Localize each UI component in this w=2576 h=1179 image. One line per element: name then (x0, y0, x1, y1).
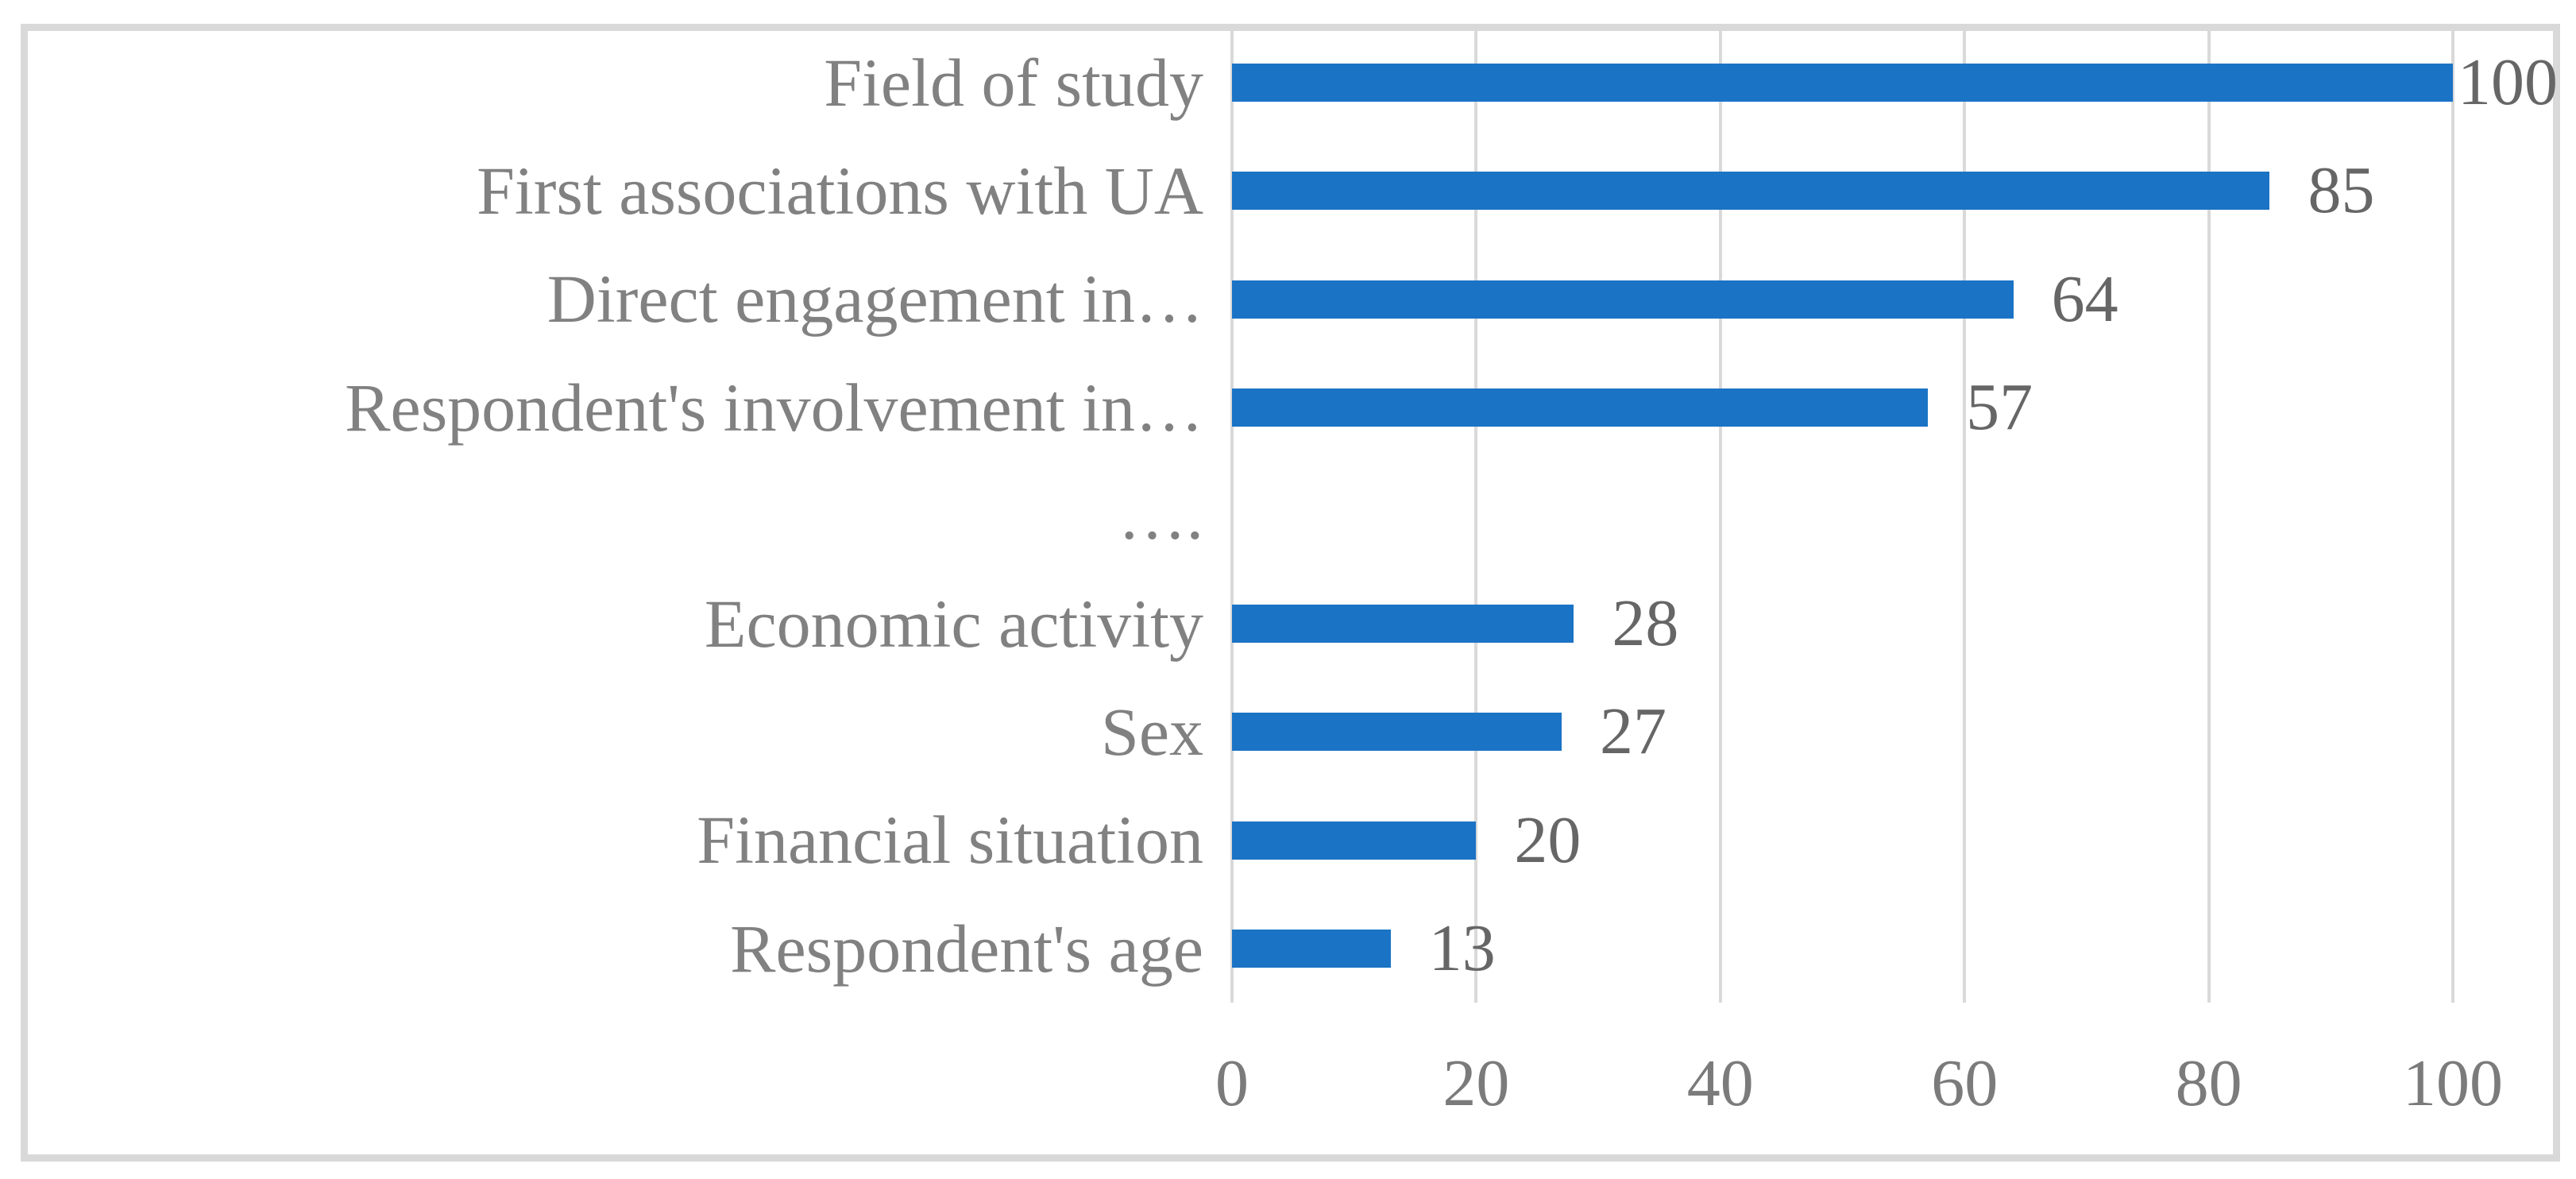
bar (1232, 929, 1391, 968)
category-label: Economic activity (704, 586, 1203, 663)
category-label: …. (1118, 477, 1204, 554)
gridline (1718, 29, 1722, 1003)
bar-row: Respondent's involvement in… 57 (28, 354, 2547, 462)
bar-row: Direct engagement in… 64 (28, 245, 2547, 353)
x-tick-label: 0 (1215, 1046, 1249, 1120)
value-label: 13 (1428, 910, 1496, 985)
gridlines-layer (1230, 29, 2454, 1003)
bar (1232, 280, 2014, 319)
gridline (1963, 29, 1967, 1003)
x-axis: 0 20 40 60 80 100 (1215, 1046, 2503, 1146)
bar-row: Sex 27 (28, 678, 2547, 786)
gridline (2207, 29, 2211, 1003)
gridline (1230, 29, 1234, 1003)
bar (1232, 713, 1562, 752)
value-label: 64 (2051, 261, 2118, 336)
bar-row: Field of study 100 (28, 29, 2558, 137)
bar-row: …. (28, 462, 2547, 570)
chart-area-border (21, 24, 2560, 1162)
bar-row: Respondent's age 13 (28, 895, 2547, 1003)
x-tick-label: 40 (1686, 1046, 1754, 1120)
value-label: 20 (1514, 802, 1582, 877)
category-label: Sex (1101, 694, 1203, 771)
value-label: 85 (2308, 153, 2375, 228)
x-tick-label: 100 (2403, 1046, 2503, 1120)
category-label: Field of study (824, 44, 1203, 121)
bar (1232, 821, 1477, 860)
bar-row: First associations with UA 85 (28, 137, 2547, 245)
x-tick-label: 80 (2175, 1046, 2242, 1120)
bar-row: Financial situation 20 (28, 787, 2547, 895)
gridline (1474, 29, 1478, 1003)
bar-row: Economic activity 28 (28, 570, 2547, 678)
bar-rows: Field of study 100 First associations with… (28, 29, 2558, 1003)
value-label: 28 (1612, 586, 1679, 661)
bar (1232, 388, 1929, 427)
bar (1232, 605, 1574, 644)
bar (1232, 64, 2453, 102)
category-label: Financial situation (697, 802, 1203, 879)
value-label: 57 (1966, 369, 2033, 444)
category-label: Direct engagement in… (546, 261, 1203, 338)
category-label: Respondent's involvement in… (345, 369, 1203, 446)
bar (1232, 172, 2270, 211)
x-tick-label: 60 (1931, 1046, 1999, 1120)
category-label: First associations with UA (477, 153, 1203, 230)
x-tick-label: 20 (1442, 1046, 1510, 1120)
gridline (2451, 29, 2454, 1003)
category-label: Respondent's age (730, 910, 1203, 987)
value-label: 100 (2458, 45, 2558, 120)
value-label: 27 (1599, 694, 1666, 769)
